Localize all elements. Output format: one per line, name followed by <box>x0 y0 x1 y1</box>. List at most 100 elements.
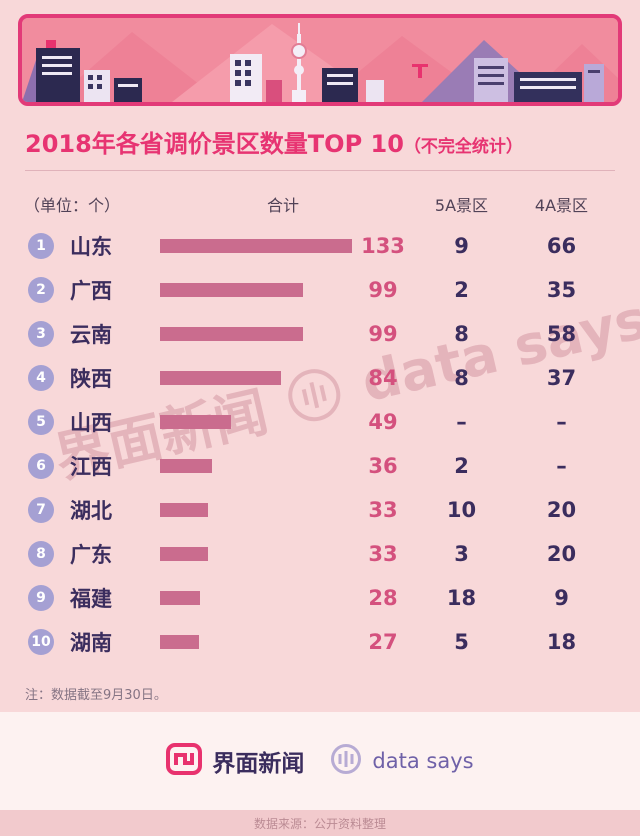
table-row: 2 广西 99 2 35 <box>0 268 640 312</box>
count-4a: 9 <box>554 586 569 610</box>
bar-track <box>152 415 352 429</box>
total-value: 28 <box>368 586 398 610</box>
table-row: 10 湖南 27 5 18 <box>0 620 640 664</box>
total-value: 33 <box>368 498 398 522</box>
total-value: 99 <box>368 322 398 346</box>
bar-track <box>152 635 352 649</box>
count-5a: 5 <box>454 630 469 654</box>
count-4a: 37 <box>546 366 577 390</box>
rank-badge: 6 <box>28 453 54 479</box>
rank-badge: 1 <box>28 233 54 259</box>
bar-track <box>152 283 352 297</box>
province-label: 湖北 <box>70 499 112 523</box>
total-bar <box>160 327 303 341</box>
total-value: 99 <box>368 278 398 302</box>
count-5a: 3 <box>454 542 469 566</box>
title-divider <box>25 170 615 171</box>
unit-label: （单位：个） <box>24 196 121 215</box>
table-row: 5 山西 49 – – <box>0 400 640 444</box>
count-5a: 2 <box>454 454 469 478</box>
count-4a: 35 <box>546 278 577 302</box>
count-5a: 10 <box>446 498 477 522</box>
count-4a: – <box>556 454 567 478</box>
page-title: 2018年各省调价景区数量TOP 10（不完全统计） <box>25 124 523 159</box>
province-label: 广西 <box>70 279 112 303</box>
datasays-logo-icon <box>330 743 362 779</box>
table-row: 6 江西 36 2 – <box>0 444 640 488</box>
rank-badge: 4 <box>28 365 54 391</box>
total-bar <box>160 283 303 297</box>
bar-track <box>152 547 352 561</box>
count-5a: 2 <box>454 278 469 302</box>
total-bar <box>160 415 231 429</box>
count-4a: – <box>556 410 567 434</box>
province-label: 广东 <box>70 543 112 567</box>
rank-badge: 7 <box>28 497 54 523</box>
column-header-4a: 4A景区 <box>534 196 589 215</box>
count-5a: 8 <box>454 366 469 390</box>
count-4a: 58 <box>546 322 577 346</box>
rank-badge: 10 <box>28 629 54 655</box>
total-bar <box>160 371 281 385</box>
total-bar <box>160 459 212 473</box>
total-value: 84 <box>368 366 398 390</box>
table-row: 3 云南 99 8 58 <box>0 312 640 356</box>
table-header: （单位：个） 合计 5A景区 4A景区 <box>0 192 640 216</box>
header-illustration <box>18 14 622 106</box>
total-value: 27 <box>368 630 398 654</box>
total-value: 49 <box>368 410 398 434</box>
bar-track <box>152 459 352 473</box>
bar-track <box>152 239 352 253</box>
datasays-brand-text: data says <box>372 749 474 773</box>
count-5a: 9 <box>454 234 469 258</box>
title-main: 2018年各省调价景区数量TOP 10 <box>25 130 404 158</box>
bar-track <box>152 371 352 385</box>
footnote: 注：数据截至9月30日。 <box>25 688 167 703</box>
rank-badge: 8 <box>28 541 54 567</box>
column-header-5a: 5A景区 <box>434 196 489 215</box>
province-label: 江西 <box>70 455 112 479</box>
footer-brand-band: 界面新闻 data says <box>0 712 640 810</box>
rank-badge: 2 <box>28 277 54 303</box>
skyline-illustration-svg <box>22 18 618 102</box>
province-label: 山西 <box>70 411 112 435</box>
jiemian-brand-text: 界面新闻 <box>212 751 305 777</box>
bar-track <box>152 591 352 605</box>
count-5a: 18 <box>446 586 477 610</box>
data-source: 数据来源：公开资料整理 <box>0 810 640 836</box>
total-bar <box>160 635 199 649</box>
datasays-brand: data says <box>330 743 474 779</box>
table-row: 1 山东 133 9 66 <box>0 224 640 268</box>
bar-track <box>152 327 352 341</box>
total-value: 36 <box>368 454 398 478</box>
table-row: 8 广东 33 3 20 <box>0 532 640 576</box>
count-4a: 66 <box>546 234 577 258</box>
count-4a: 18 <box>546 630 577 654</box>
jiemian-brand: 界面新闻 <box>166 743 304 779</box>
total-bar <box>160 503 208 517</box>
count-4a: 20 <box>546 542 577 566</box>
bar-track <box>152 503 352 517</box>
ranking-table: 1 山东 133 9 66 2 广西 99 2 35 3 云南 99 8 58 … <box>0 224 640 664</box>
table-row: 7 湖北 33 10 20 <box>0 488 640 532</box>
total-bar <box>160 239 352 253</box>
count-5a: 8 <box>454 322 469 346</box>
province-label: 福建 <box>70 587 112 611</box>
province-label: 湖南 <box>70 631 112 655</box>
total-bar <box>160 547 208 561</box>
rank-badge: 3 <box>28 321 54 347</box>
jiemian-logo-icon <box>166 743 203 779</box>
rank-badge: 5 <box>28 409 54 435</box>
count-4a: 20 <box>546 498 577 522</box>
count-5a: – <box>456 410 467 434</box>
province-label: 山东 <box>70 235 112 259</box>
table-row: 9 福建 28 18 9 <box>0 576 640 620</box>
title-suffix: （不完全统计） <box>403 137 523 157</box>
province-label: 云南 <box>70 323 112 347</box>
column-header-total: 合计 <box>266 196 299 215</box>
table-row: 4 陕西 84 8 37 <box>0 356 640 400</box>
total-value: 33 <box>368 542 398 566</box>
rank-badge: 9 <box>28 585 54 611</box>
total-value: 133 <box>361 234 405 258</box>
province-label: 陕西 <box>70 367 112 391</box>
